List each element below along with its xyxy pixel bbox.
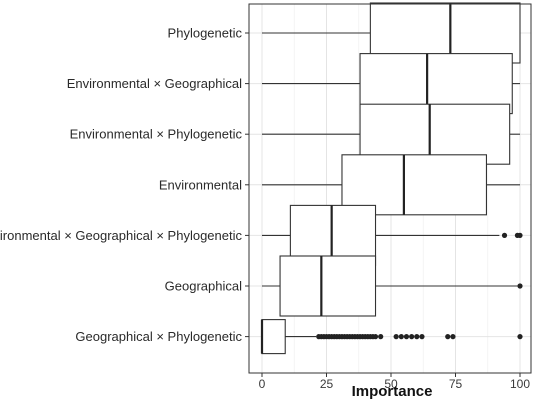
x-tick-label: 75 (449, 377, 463, 391)
x-tick-label: 0 (259, 377, 266, 391)
box-group (262, 53, 520, 115)
category-label: Geographical (165, 279, 242, 294)
box-group (262, 204, 523, 266)
category-labels: Phylogenetic Environmental × Geographical… (0, 26, 249, 344)
outlier-point (372, 334, 379, 340)
box (279, 255, 377, 317)
outlier-point (517, 283, 523, 289)
outlier-point (393, 334, 399, 340)
outlier-point (501, 232, 508, 238)
outlier-point (517, 334, 523, 340)
outlier-point (398, 334, 404, 340)
category-label: Environmental × Geographical (67, 76, 242, 91)
category-label: Phylogenetic (168, 26, 243, 41)
outlier-point (517, 232, 523, 238)
box (289, 204, 377, 266)
box-group (262, 154, 520, 216)
boxes (260, 2, 523, 355)
outlier-point (409, 334, 415, 340)
outlier-point (378, 334, 384, 340)
x-axis: 0 25 50 75 100 (259, 373, 530, 391)
box-group (262, 2, 521, 64)
box (261, 319, 286, 355)
outlier-point (414, 334, 420, 340)
outlier-point (403, 334, 410, 340)
x-tick-label: 100 (510, 377, 530, 391)
category-label: Environmental (159, 177, 242, 192)
box-group (262, 255, 523, 317)
category-label: Environmental × Phylogenetic (70, 127, 243, 142)
box (359, 53, 513, 115)
x-tick-label: 25 (320, 377, 334, 391)
box-group (260, 319, 523, 355)
x-tick-label: 50 (384, 377, 398, 391)
box (369, 2, 521, 64)
outlier-point (450, 334, 456, 340)
panel-border (248, 3, 532, 374)
outlier-point (445, 334, 451, 340)
x-axis-title: Importance (352, 383, 433, 400)
outlier-point (419, 334, 425, 340)
box (341, 154, 488, 216)
category-label: Environmental × Geographical × Phylogene… (0, 228, 242, 243)
category-label: Geographical × Phylogenetic (75, 329, 242, 344)
